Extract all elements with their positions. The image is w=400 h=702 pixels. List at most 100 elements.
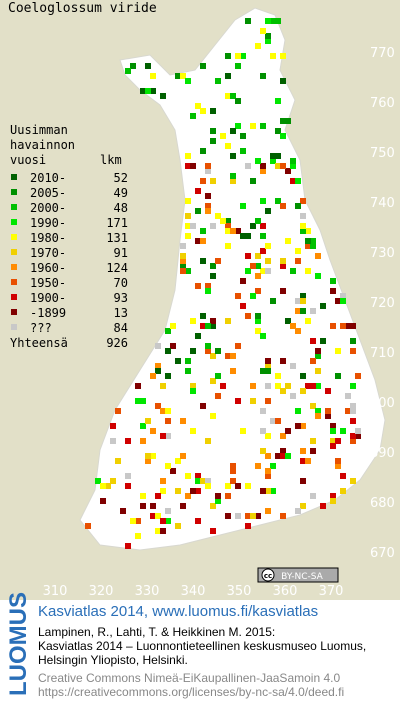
observation-square (275, 198, 281, 204)
observation-square (140, 503, 146, 509)
observation-square (350, 323, 356, 329)
observation-square (180, 263, 186, 269)
observation-square (205, 203, 211, 209)
observation-square (160, 383, 166, 389)
observation-square (125, 473, 131, 479)
observation-square (350, 408, 356, 414)
observation-square (210, 273, 216, 279)
observation-square (235, 98, 241, 104)
observation-square (245, 233, 251, 239)
observation-square (285, 168, 291, 174)
legend-label: 1950- (30, 276, 66, 290)
observation-square (255, 158, 261, 164)
observation-square (140, 88, 146, 94)
observation-square (165, 328, 171, 334)
observation-square (215, 213, 221, 219)
observation-square (300, 388, 306, 394)
observation-square (150, 73, 156, 79)
observation-square (205, 483, 211, 489)
observation-square (230, 93, 236, 99)
observation-square (165, 418, 171, 424)
observation-square (185, 368, 191, 374)
observation-square (150, 373, 156, 379)
observation-square (290, 178, 296, 184)
observation-square (255, 273, 261, 279)
observation-square (205, 283, 211, 289)
observation-square (190, 383, 196, 389)
observation-square (175, 73, 181, 79)
observation-square (180, 418, 186, 424)
observation-square (295, 408, 301, 414)
observation-square (305, 238, 311, 244)
observation-square (250, 398, 256, 404)
observation-square (235, 123, 241, 129)
observation-square (225, 53, 231, 59)
observation-square (300, 503, 306, 509)
observation-square (170, 468, 176, 474)
observation-square (180, 253, 186, 259)
observation-square (295, 258, 301, 264)
observation-square (130, 518, 136, 524)
observation-square (280, 163, 286, 169)
observation-square (240, 133, 246, 139)
y-coordinate-label: 720 (370, 296, 395, 311)
observation-square (315, 273, 321, 279)
observation-square (335, 373, 341, 379)
observation-square (205, 193, 211, 199)
observation-square (275, 163, 281, 169)
badge-text: BY-NC-SA (281, 572, 324, 582)
observation-square (255, 318, 261, 324)
observation-square (165, 433, 171, 439)
license-line: https://creativecommons.org/licenses/by-… (38, 685, 344, 699)
y-coordinate-label: 710 (370, 346, 395, 361)
observation-square (285, 428, 291, 434)
observation-square (290, 393, 296, 399)
observation-square (285, 453, 291, 459)
observation-square (270, 418, 276, 424)
observation-square (280, 78, 286, 84)
citation-line: Kasviatlas 2014 – Luonnontieteellinen ke… (38, 639, 366, 653)
observation-square (210, 413, 216, 419)
observation-square (215, 78, 221, 84)
observation-square (330, 443, 336, 449)
observation-square (225, 223, 231, 229)
observation-square (265, 18, 271, 24)
observation-square (145, 88, 151, 94)
observation-square (285, 238, 291, 244)
observation-square (140, 493, 146, 499)
observation-square (230, 468, 236, 474)
observation-square (255, 288, 261, 294)
observation-square (330, 428, 336, 434)
license-badge: cc BY-NC-SA (257, 567, 339, 583)
legend-label: 1980- (30, 231, 66, 245)
observation-square (265, 383, 271, 389)
axes: 310 320 330 340 350 360 370 670 680 690 700 710 720 7… (43, 46, 395, 599)
legend-label: ??? (30, 321, 52, 335)
observation-square (115, 408, 121, 414)
observation-square (265, 488, 271, 494)
legend-count-heading: lkm (100, 153, 122, 167)
observation-square (245, 483, 251, 489)
observation-square (300, 458, 306, 464)
citation-line: Lampinen, R., Lahti, T. & Heikkinen M. 2… (38, 625, 275, 639)
observation-square (155, 343, 161, 349)
observation-square (280, 448, 286, 454)
legend-label: 1960- (30, 261, 66, 275)
observation-square (310, 358, 316, 364)
observation-square (225, 318, 231, 324)
observation-square (230, 478, 236, 484)
observation-square (160, 528, 166, 534)
legend-count: 48 (114, 201, 128, 215)
observation-square (275, 383, 281, 389)
observation-square (325, 413, 331, 419)
legend-label: 1900- (30, 291, 66, 305)
observation-square (290, 363, 296, 369)
x-coordinate-label: 360 (273, 584, 298, 599)
observation-square (195, 283, 201, 289)
observation-square (200, 478, 206, 484)
observation-square (275, 98, 281, 104)
legend-swatch (11, 294, 17, 300)
observation-square (195, 473, 201, 479)
observation-square (85, 523, 91, 529)
observation-square (260, 28, 266, 34)
